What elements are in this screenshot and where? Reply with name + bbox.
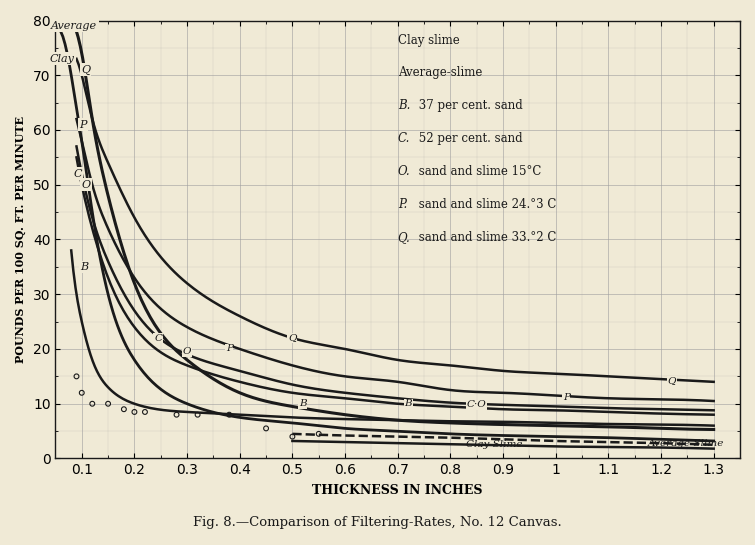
Text: O: O	[82, 180, 91, 190]
Text: Fig. 8.—Comparison of Filtering-Rates, No. 12 Canvas.: Fig. 8.—Comparison of Filtering-Rates, N…	[193, 516, 562, 529]
Text: C: C	[154, 334, 162, 343]
Point	[76, 389, 88, 397]
Point	[286, 432, 298, 441]
Point	[70, 372, 82, 381]
Text: 52 per cent. sand: 52 per cent. sand	[414, 132, 522, 145]
Text: P: P	[226, 344, 233, 354]
Text: Q: Q	[667, 376, 676, 385]
Text: Average-Slime: Average-Slime	[648, 439, 724, 447]
Text: B: B	[405, 399, 412, 408]
Point	[86, 399, 98, 408]
Text: Q.: Q.	[398, 231, 411, 244]
Point	[139, 408, 151, 416]
Text: P: P	[79, 119, 87, 130]
Text: C.: C.	[398, 132, 410, 145]
Text: sand and slime 33.°2 C: sand and slime 33.°2 C	[414, 231, 556, 244]
Text: sand and slime 24.°3 C: sand and slime 24.°3 C	[414, 198, 556, 211]
Point	[192, 410, 204, 419]
Point	[223, 410, 236, 419]
Point	[102, 399, 114, 408]
Point	[118, 405, 130, 414]
Text: Clay: Clay	[49, 54, 74, 64]
Y-axis label: POUNDS PER 100 SQ. FT. PER MINUTE: POUNDS PER 100 SQ. FT. PER MINUTE	[15, 116, 26, 363]
Text: Average: Average	[51, 21, 97, 31]
Text: P: P	[562, 393, 570, 402]
Text: Clay slime: Clay slime	[398, 34, 460, 47]
Text: Clay Slime: Clay Slime	[466, 440, 522, 449]
Point	[313, 429, 325, 438]
Text: 37 per cent. sand: 37 per cent. sand	[414, 99, 522, 112]
Point	[171, 410, 183, 419]
Text: C·O: C·O	[467, 401, 486, 409]
Text: C: C	[73, 169, 82, 179]
X-axis label: THICKNESS IN INCHES: THICKNESS IN INCHES	[313, 485, 483, 497]
Text: B: B	[299, 399, 307, 408]
Text: Q: Q	[81, 65, 90, 75]
Text: B.: B.	[398, 99, 410, 112]
Text: O.: O.	[398, 165, 410, 178]
Point	[128, 408, 140, 416]
Text: Average-slime: Average-slime	[398, 66, 482, 80]
Text: Q: Q	[288, 334, 297, 343]
Text: O: O	[183, 347, 191, 356]
Text: sand and slime 15°C: sand and slime 15°C	[414, 165, 541, 178]
Text: P.: P.	[398, 198, 407, 211]
Point	[260, 424, 272, 433]
Text: B: B	[80, 262, 88, 272]
